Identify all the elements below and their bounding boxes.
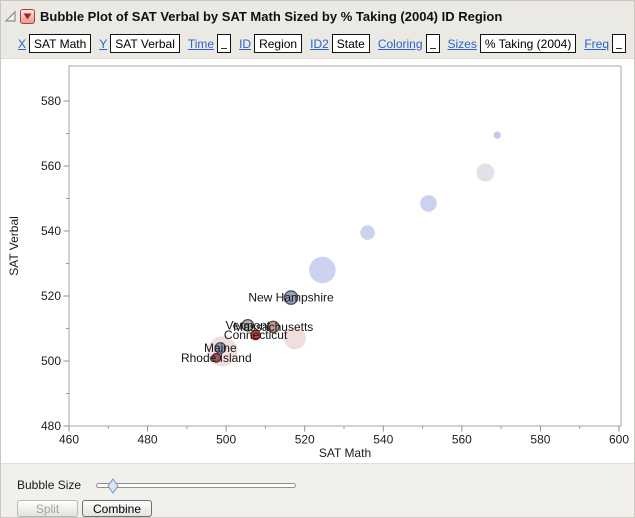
report-title: Bubble Plot of SAT Verbal by SAT Math Si… — [40, 8, 503, 24]
bubble-size-slider-thumb[interactable] — [107, 477, 119, 494]
bubble-label: Connecticut — [224, 328, 288, 342]
x-axis-tick-label: 480 — [138, 433, 158, 447]
role-link-id2[interactable]: ID2 — [310, 36, 329, 51]
y-axis-tick-label: 500 — [41, 354, 61, 368]
bubble-label: Vermont — [225, 318, 270, 332]
bubble-massachusetts[interactable] — [266, 320, 280, 334]
split-button[interactable]: Split — [17, 500, 78, 517]
bubble-unlabeled[interactable] — [493, 131, 501, 139]
bubble-label: Massachusetts — [233, 320, 313, 334]
bubble-size-row: Bubble Size — [17, 477, 634, 494]
y-axis-tick-label: 480 — [41, 419, 61, 433]
bubble-plot-controls: Bubble Size Split Combine — [1, 463, 634, 517]
role-box-time[interactable] — [217, 34, 232, 53]
role-assignment-bar: X SAT Math Y SAT Verbal Time ID Region ID2 State… — [1, 29, 634, 59]
x-axis-tick-label: 460 — [59, 433, 79, 447]
plot-frame — [68, 65, 622, 427]
report-title-bar: Bubble Plot of SAT Verbal by SAT Math Si… — [1, 1, 634, 29]
role-box-y[interactable]: SAT Verbal — [110, 34, 180, 53]
bubble-unlabeled[interactable] — [420, 195, 437, 212]
plot-svg: 460 480 500 520 540 560 580 6004805005205405605… — [7, 65, 629, 460]
bubble-label: Rhode Island — [181, 351, 252, 365]
red-triangle-menu-button[interactable] — [20, 8, 35, 24]
x-axis-tick-label: 500 — [216, 433, 236, 447]
bubble-size-label: Bubble Size — [17, 478, 82, 492]
bubble-vermont[interactable] — [241, 318, 255, 332]
red-triangle-down-icon — [23, 13, 32, 19]
role-box-id[interactable]: Region — [254, 34, 303, 53]
bubble-rhode-island[interactable] — [211, 352, 222, 363]
bubble-unlabeled[interactable] — [309, 256, 336, 284]
bubble-plot-canvas[interactable]: 460 480 500 520 540 560 580 600 480 500 520 540 560 5… — [1, 59, 634, 463]
x-axis-tick-label: 600 — [609, 433, 629, 447]
role-link-freq[interactable]: Freq — [584, 36, 610, 51]
role-box-sizes[interactable]: % Taking (2004) — [479, 34, 577, 53]
role-box-coloring[interactable] — [425, 34, 440, 53]
disclosure-triangle-icon[interactable] — [4, 10, 17, 23]
x-axis-tick-label: 580 — [530, 433, 550, 447]
role-box-id2[interactable]: State — [331, 34, 370, 53]
bubble-size-slider[interactable] — [96, 477, 297, 494]
bubble-new-hampshire[interactable] — [283, 290, 299, 305]
split-combine-row: Split Combine — [17, 500, 634, 517]
role-link-x[interactable]: X — [18, 36, 27, 51]
y-axis-tick-label: 520 — [41, 289, 61, 303]
bubble-maine[interactable] — [214, 342, 227, 354]
role-box-freq[interactable] — [612, 34, 626, 53]
bubble-unlabeled[interactable] — [476, 163, 495, 182]
role-link-y[interactable]: Y — [99, 36, 108, 51]
x-axis-tick-label: 520 — [295, 433, 315, 447]
bubble-unlabeled[interactable] — [360, 225, 375, 240]
x-axis-tick-label: 540 — [373, 433, 393, 447]
x-axis-title: SAT Math — [319, 446, 371, 460]
empty-role-underline — [221, 48, 228, 49]
role-box-x[interactable]: SAT Math — [29, 34, 92, 53]
empty-role-underline — [429, 48, 436, 49]
slider-thumb-diamond-icon — [107, 477, 119, 494]
y-axis-tick-label: 560 — [41, 159, 61, 173]
bubble-connecticut[interactable] — [250, 329, 261, 341]
role-link-sizes[interactable]: Sizes — [447, 36, 477, 51]
empty-role-underline — [616, 48, 622, 49]
role-link-id[interactable]: ID — [239, 36, 252, 51]
bubble-label: Maine — [204, 341, 237, 355]
role-link-coloring[interactable]: Coloring — [377, 36, 423, 51]
x-axis-tick-label: 560 — [452, 433, 472, 447]
bubble-unlabeled[interactable] — [283, 327, 306, 350]
y-axis-tick-label: 540 — [41, 224, 61, 238]
combine-button[interactable]: Combine — [82, 500, 153, 517]
role-link-time[interactable]: Time — [187, 36, 215, 51]
y-axis-title: SAT Verbal — [7, 216, 21, 276]
bubble-label: New Hampshire — [248, 291, 334, 305]
y-axis-tick-label: 580 — [41, 94, 61, 108]
